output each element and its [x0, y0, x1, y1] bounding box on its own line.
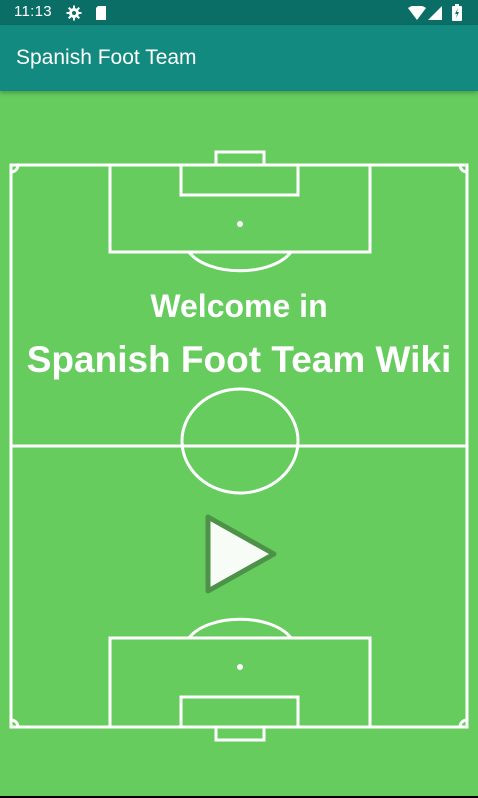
- football-pitch-image: [0, 91, 478, 798]
- welcome-title-line-1: Welcome in: [150, 288, 328, 324]
- status-bar: 11:13: [0, 0, 478, 25]
- play-icon[interactable]: [196, 509, 280, 599]
- main-content: Welcome in Spanish Foot Team Wiki: [0, 91, 478, 798]
- wifi-icon: [408, 6, 426, 20]
- sd-card-icon: [96, 6, 106, 20]
- app-bar: Spanish Foot Team: [0, 25, 478, 91]
- screen-bottom-edge: [0, 796, 478, 798]
- app-title: Spanish Foot Team: [16, 46, 197, 69]
- signal-icon: [428, 6, 442, 20]
- welcome-title-line-2: Spanish Foot Team Wiki: [26, 339, 452, 380]
- battery-icon: [452, 4, 462, 21]
- status-time: 11:13: [14, 3, 52, 20]
- settings-icon: [66, 5, 82, 21]
